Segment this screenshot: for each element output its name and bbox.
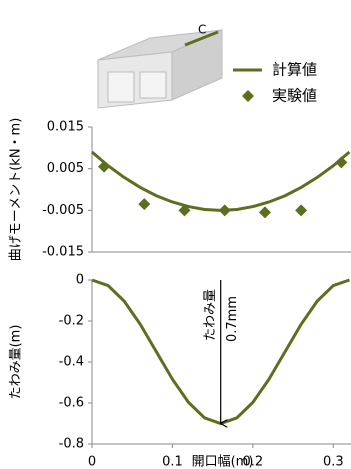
y-tick-label: 0.015 [47, 120, 84, 135]
line [92, 152, 349, 210]
annotation: 0.7mm [225, 296, 240, 342]
y-tick-label: -0.8 [59, 437, 84, 452]
point [138, 198, 150, 210]
y-tick-label: -0.6 [59, 396, 84, 411]
y-tick-label: -0.4 [59, 355, 84, 370]
x-tick-label: 0.3 [323, 455, 344, 469]
x-tick-label: 0 [88, 455, 96, 469]
y-tick-label: 0.005 [47, 161, 84, 176]
x-tick-label: 0.1 [162, 455, 183, 469]
point [335, 156, 347, 168]
y-tick-label: -0.2 [59, 314, 84, 329]
y-axis-label: 曲げモーメント(kN・m) [9, 118, 24, 262]
y-tick-label: 0 [76, 273, 84, 288]
culvert-illustration: C [98, 23, 222, 109]
y-tick-label: -0.005 [42, 203, 84, 218]
legend-label: 計算値 [272, 61, 317, 79]
y-axis-label: たわみ量(m) [9, 325, 24, 400]
annotation: たわみ量 [203, 289, 218, 341]
x-axis-label: 開口幅(m) [192, 455, 254, 469]
y-tick-label: -0.015 [42, 245, 84, 260]
legend-marker [242, 90, 254, 102]
point [259, 206, 271, 218]
point [98, 161, 110, 173]
legend-label: 実験値 [272, 87, 317, 105]
section-label: C [198, 23, 206, 37]
figure: C 0.015 0.005 -0.005 -0.015 曲げモーメント(kN・m) 計算値… [0, 0, 351, 469]
point [295, 204, 307, 216]
point [219, 204, 231, 216]
